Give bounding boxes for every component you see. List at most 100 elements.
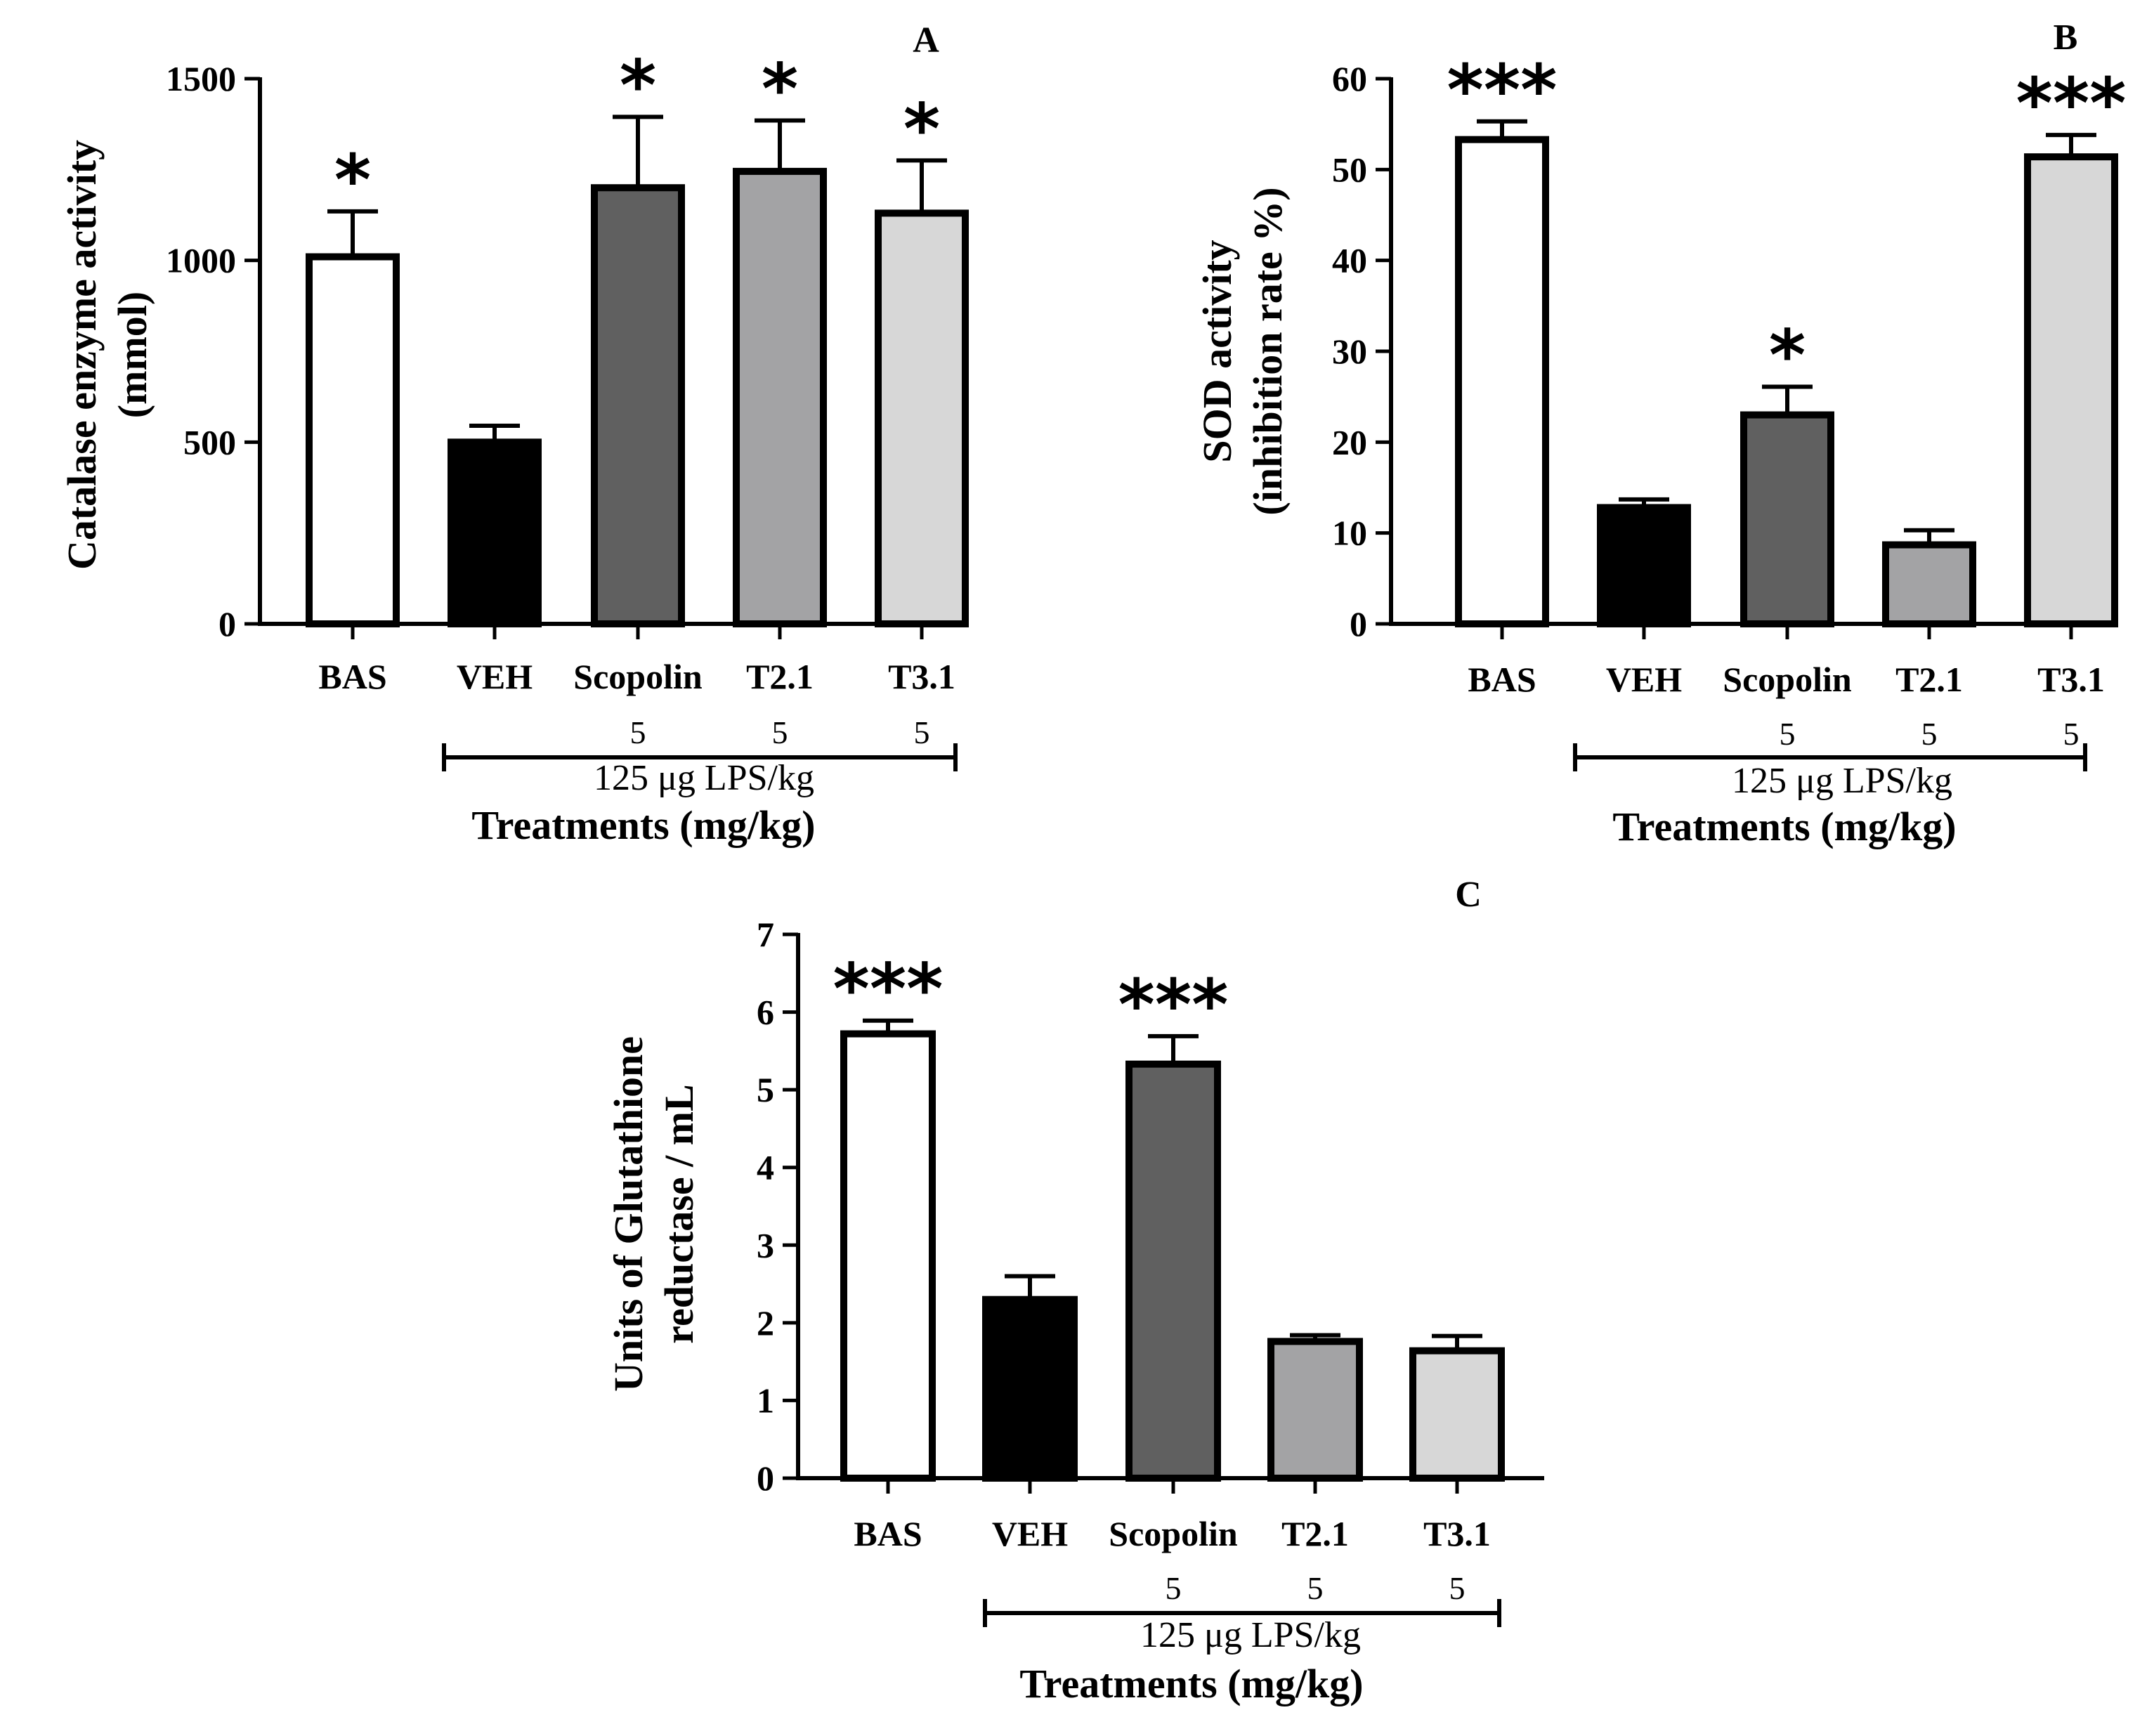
panel-a-chart: A Catalase enzyme activity (mmol) 0 500 10… bbox=[59, 20, 969, 848]
bracket-label: 125 μg LPS/kg bbox=[1140, 1615, 1361, 1655]
y-tick-label: 0 bbox=[218, 604, 236, 644]
panel-b-chart: B SOD activity (inhibition rate %) 0 10 20… bbox=[1194, 18, 2126, 849]
category-label: VEH bbox=[1606, 660, 1682, 699]
bar bbox=[1882, 541, 1976, 627]
dose-label: 5 bbox=[1921, 716, 1938, 752]
y-tick-label: 1 bbox=[757, 1381, 774, 1420]
category-labels: BAS VEH Scopolin T2.1 T3.1 bbox=[1468, 660, 2105, 699]
dose-label: 5 bbox=[1307, 1570, 1324, 1606]
category-label: Scopolin bbox=[1723, 660, 1852, 699]
dose-label: 5 bbox=[2063, 716, 2080, 752]
y-tick-label: 10 bbox=[1332, 514, 1367, 553]
axes bbox=[258, 77, 964, 639]
dose-label: 5 bbox=[1780, 716, 1796, 752]
bar bbox=[1267, 1338, 1363, 1482]
bar bbox=[875, 209, 969, 627]
y-tick-label: 4 bbox=[757, 1148, 774, 1187]
y-axis-ticks: 0 500 1000 1500 bbox=[166, 59, 260, 644]
axes bbox=[796, 933, 1544, 1494]
category-labels: BAS VEH Scopolin T2.1 T3.1 bbox=[318, 657, 955, 696]
y-tick-label: 50 bbox=[1332, 150, 1367, 189]
significance-label: *** bbox=[1118, 964, 1229, 1046]
bracket-label: 125 μg LPS/kg bbox=[1732, 761, 1952, 801]
bar bbox=[733, 167, 827, 628]
bar bbox=[1125, 1060, 1221, 1482]
category-label: T2.1 bbox=[746, 657, 814, 696]
x-axis-title: Treatments (mg/kg) bbox=[1019, 1661, 1363, 1706]
significance-label: * bbox=[762, 48, 798, 130]
y-tick-label: 60 bbox=[1332, 59, 1367, 98]
y-axis-ticks: 0 1 2 3 4 5 6 7 bbox=[757, 915, 798, 1498]
y-tick-label: 1500 bbox=[166, 59, 236, 98]
category-label: BAS bbox=[854, 1514, 922, 1553]
category-label: BAS bbox=[1468, 660, 1536, 699]
y-tick-label: 5 bbox=[757, 1070, 774, 1109]
dose-label: 5 bbox=[914, 714, 930, 750]
lps-bracket bbox=[1573, 743, 2087, 771]
bar bbox=[306, 253, 400, 627]
dose-labels: 5 5 5 bbox=[630, 714, 930, 750]
y-tick-label: 30 bbox=[1332, 332, 1367, 371]
panel-label: A bbox=[913, 20, 939, 60]
y-axis-ticks: 0 10 20 30 40 50 60 bbox=[1332, 59, 1391, 644]
bar bbox=[1597, 504, 1691, 627]
dose-label: 5 bbox=[630, 714, 646, 750]
category-label: T2.1 bbox=[1281, 1514, 1349, 1553]
significance-label: *** bbox=[833, 948, 944, 1031]
y-tick-label: 6 bbox=[757, 993, 774, 1032]
panel-c-chart: C Units of Glutathione reductase / mL 0 1… bbox=[606, 875, 1544, 1706]
panel-label: C bbox=[1455, 875, 1482, 915]
dose-label: 5 bbox=[772, 714, 788, 750]
y-axis-title-line2: (mmol) bbox=[110, 292, 155, 418]
y-tick-label: 500 bbox=[183, 422, 236, 462]
bracket-label: 125 μg LPS/kg bbox=[594, 758, 814, 798]
dose-labels: 5 5 5 bbox=[1780, 716, 2080, 752]
significance-label: *** bbox=[2016, 63, 2127, 145]
y-axis-title-line1: SOD activity bbox=[1194, 240, 1240, 462]
bar bbox=[982, 1296, 1078, 1482]
bar bbox=[1409, 1347, 1505, 1482]
significance-label: * bbox=[1769, 314, 1806, 396]
bar bbox=[2024, 153, 2118, 627]
y-tick-label: 0 bbox=[1350, 604, 1367, 644]
category-labels: BAS VEH Scopolin T2.1 T3.1 bbox=[854, 1514, 1491, 1553]
dose-label: 5 bbox=[1449, 1570, 1466, 1606]
x-axis-title: Treatments (mg/kg) bbox=[471, 802, 815, 848]
y-tick-label: 0 bbox=[757, 1458, 774, 1498]
y-tick-label: 2 bbox=[757, 1303, 774, 1343]
category-label: BAS bbox=[318, 657, 386, 696]
significance-label: * bbox=[334, 139, 371, 221]
y-axis-title-line1: Units of Glutathione bbox=[606, 1036, 651, 1392]
category-label: T2.1 bbox=[1895, 660, 1963, 699]
category-label: T3.1 bbox=[2037, 660, 2105, 699]
category-label: T3.1 bbox=[1423, 1514, 1491, 1553]
dose-label: 5 bbox=[1166, 1570, 1182, 1606]
significance-label: * bbox=[620, 44, 656, 126]
bar-group: ******* bbox=[1447, 49, 2127, 628]
dose-labels: 5 5 5 bbox=[1166, 1570, 1466, 1606]
lps-bracket bbox=[442, 743, 958, 771]
category-label: Scopolin bbox=[573, 657, 703, 696]
bar bbox=[448, 438, 542, 627]
significance-label: *** bbox=[1447, 49, 1558, 131]
bar bbox=[1455, 136, 1549, 628]
y-axis-title-line2: (inhibition rate %) bbox=[1245, 187, 1291, 515]
y-tick-label: 40 bbox=[1332, 241, 1367, 280]
significance-label: * bbox=[903, 88, 940, 170]
bar-group: *** *** bbox=[833, 948, 1505, 1482]
x-axis-title: Treatments (mg/kg) bbox=[1612, 804, 1956, 849]
bar bbox=[591, 184, 685, 627]
y-axis-title-line2: reductase / mL bbox=[656, 1084, 702, 1343]
y-tick-label: 20 bbox=[1332, 422, 1367, 462]
category-label: T3.1 bbox=[888, 657, 955, 696]
bar-group: * * * * bbox=[306, 44, 969, 628]
bar bbox=[840, 1030, 936, 1482]
y-tick-label: 7 bbox=[757, 915, 774, 954]
y-tick-label: 3 bbox=[757, 1225, 774, 1265]
bar bbox=[1740, 411, 1834, 627]
lps-bracket bbox=[983, 1599, 1501, 1627]
category-label: VEH bbox=[457, 657, 533, 696]
axes bbox=[1389, 77, 2099, 639]
y-tick-label: 1000 bbox=[166, 241, 236, 280]
